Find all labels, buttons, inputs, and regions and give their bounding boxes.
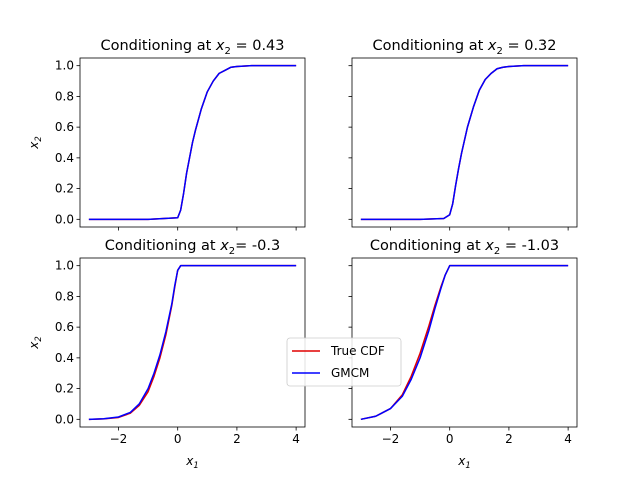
y-tick-label: 1.0 <box>55 259 74 273</box>
series-line-gmcm <box>360 264 569 421</box>
y-tick-label: 0.0 <box>55 412 74 426</box>
y-tick-label: 0.4 <box>55 151 74 165</box>
legend: True CDF GMCM <box>286 337 402 387</box>
y-axis-label: x2 <box>27 336 44 350</box>
subplots: 0.0 0.2 0.4 0.6 0.8 1.0 Conditioning at x2 = 0… <box>27 38 578 471</box>
y-tick-label: 0.4 <box>55 351 74 365</box>
subplot-1: 0.0 0.2 0.4 0.6 0.8 1.0 Conditioning at x2 = 0… <box>27 38 306 231</box>
axes-frame <box>79 57 306 228</box>
legend-label-gmcm: GMCM <box>331 366 369 380</box>
y-tick-label: 1.0 <box>55 59 74 73</box>
axes-frame <box>351 57 578 228</box>
subplot-title: Conditioning at x2 = -1.03 <box>370 238 559 257</box>
x-tick-label: 2 <box>233 432 241 446</box>
y-axis-label: x2 <box>27 136 44 150</box>
series-line-gmcm <box>360 64 569 221</box>
y-tick-label: 0.2 <box>55 382 74 396</box>
y-tick-label: 0.6 <box>55 120 74 134</box>
subplot-title: Conditioning at x2= -0.3 <box>105 238 280 257</box>
subplot-2: Conditioning at x2 = 0.32 <box>348 38 578 231</box>
y-tick-label: 0.8 <box>55 289 74 303</box>
x-axis-label: x1 <box>185 454 199 471</box>
series-line-gmcm <box>88 64 297 221</box>
subplot-title: Conditioning at x2 = 0.32 <box>372 38 556 57</box>
legend-box <box>286 337 402 387</box>
series-line-gmcm <box>88 264 297 421</box>
subplot-3: −2 0 2 4 0.0 0.2 0.4 0.6 0.8 1.0 Conditioning at x… <box>27 238 306 471</box>
x-tick-label: −2 <box>382 432 400 446</box>
x-tick-label: 0 <box>446 432 454 446</box>
y-tick-label: 0.2 <box>55 182 74 196</box>
x-axis-label: x1 <box>457 454 471 471</box>
legend-label-true-cdf: True CDF <box>330 344 385 358</box>
x-tick-label: 0 <box>174 432 182 446</box>
y-tick-label: 0.6 <box>55 320 74 334</box>
x-tick-label: 2 <box>505 432 513 446</box>
subplot-title: Conditioning at x2 = 0.43 <box>100 38 284 57</box>
y-tick-label: 0.8 <box>55 89 74 103</box>
subplot-4: −2 0 2 4 Conditioning at x2 = -1.03 x1 <box>348 238 578 471</box>
x-tick-label: 4 <box>292 432 300 446</box>
x-tick-label: −2 <box>110 432 128 446</box>
x-tick-label: 4 <box>564 432 572 446</box>
y-tick-label: 0.0 <box>55 212 74 226</box>
